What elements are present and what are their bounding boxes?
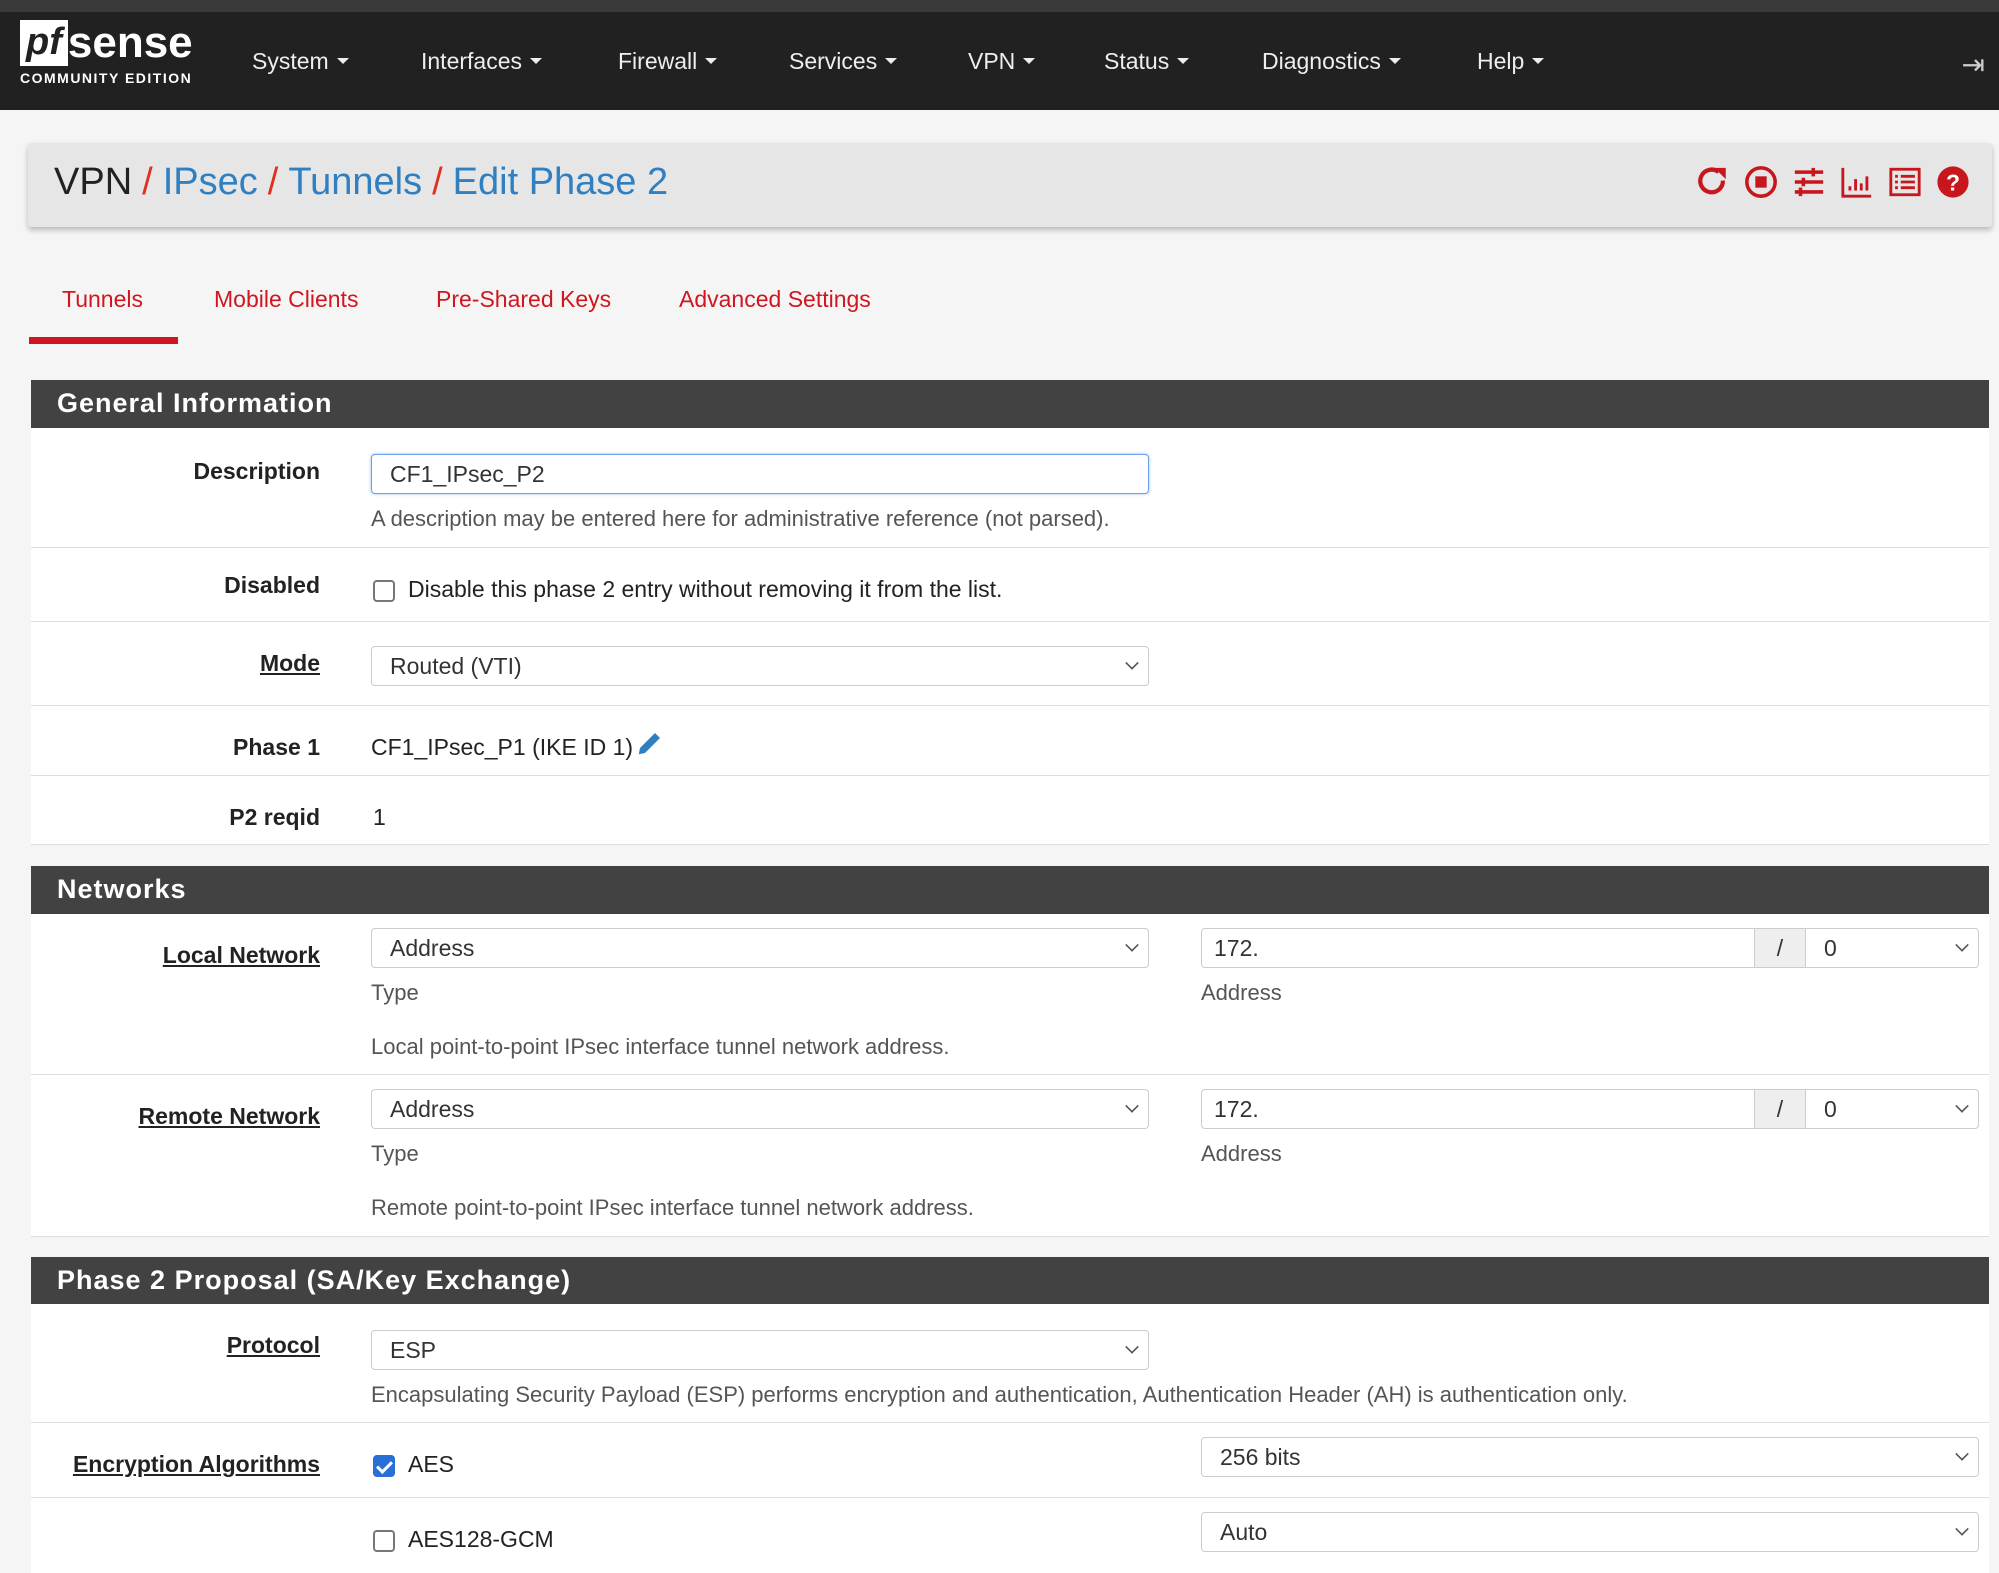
aes128-gcm-checkbox[interactable] (373, 1530, 395, 1552)
local-network-mask-select[interactable]: 0 (1805, 928, 1979, 968)
nav-vpn[interactable]: VPN (968, 12, 1036, 110)
protocol-row: Protocol ESP Encapsulating Security Payl… (31, 1304, 1989, 1423)
encryption-aes128gcm-row: AES128-GCM Auto (31, 1498, 1989, 1573)
window-strip (0, 0, 1999, 12)
local-network-address-input[interactable]: 172. (1201, 928, 1755, 968)
aes128-gcm-keylength-select[interactable]: Auto (1201, 1512, 1979, 1552)
nav-diagnostics[interactable]: Diagnostics (1262, 12, 1401, 110)
chevron-down-icon (1955, 1522, 1969, 1536)
remote-network-mask-select[interactable]: 0 (1805, 1089, 1979, 1129)
aes-keylength-select[interactable]: 256 bits (1201, 1437, 1979, 1477)
p2-reqid-row: P2 reqid 1 (31, 776, 1989, 845)
description-row: Description CF1_IPsec_P2 A description m… (31, 428, 1989, 548)
breadcrumb-tunnels[interactable]: Tunnels (288, 161, 423, 203)
caret-down-icon (1023, 58, 1036, 64)
breadcrumb-bar: VPN / IPsec / Tunnels / Edit Phase 2 ? (28, 143, 1992, 227)
local-network-row: Local Network Address Type 172. / 0 Addr… (31, 914, 1989, 1075)
stop-icon[interactable] (1744, 165, 1778, 199)
nav-status[interactable]: Status (1104, 12, 1190, 110)
svg-text:?: ? (1946, 170, 1960, 196)
protocol-label-link[interactable]: Protocol (226, 1332, 320, 1358)
phase1-row: Phase 1 CF1_IPsec_P1 (IKE ID 1) (31, 706, 1989, 776)
disabled-checkbox[interactable] (373, 580, 395, 602)
tab-tunnels[interactable]: Tunnels (62, 286, 143, 312)
remote-network-type-select[interactable]: Address (371, 1089, 1149, 1129)
encryption-algorithms-label-link[interactable]: Encryption Algorithms (72, 1451, 320, 1477)
mode-select[interactable]: Routed (VTI) (371, 646, 1149, 686)
logout-icon[interactable]: ⇥ (1961, 49, 1985, 80)
nav-interfaces[interactable]: Interfaces (421, 12, 542, 110)
nav-services[interactable]: Services (789, 12, 898, 110)
chart-icon[interactable] (1840, 165, 1874, 199)
settings-sliders-icon[interactable] (1792, 165, 1826, 199)
phase2-proposal-header: Phase 2 Proposal (SA/Key Exchange) (31, 1257, 1989, 1305)
chevron-down-icon (1125, 1340, 1139, 1354)
local-network-type-select[interactable]: Address (371, 928, 1149, 968)
caret-down-icon (530, 58, 542, 64)
networks-header: Networks (31, 866, 1989, 914)
general-information-header: General Information (31, 380, 1989, 428)
active-tab-indicator (29, 337, 178, 344)
mode-label-link[interactable]: Mode (259, 650, 320, 676)
caret-down-icon (1532, 58, 1545, 64)
local-network-label-link[interactable]: Local Network (162, 942, 320, 968)
caret-down-icon (1177, 58, 1190, 64)
nav-firewall[interactable]: Firewall (618, 12, 718, 110)
nav-help[interactable]: Help (1477, 12, 1545, 110)
aes-checkbox[interactable] (373, 1455, 395, 1477)
caret-down-icon (1388, 58, 1401, 64)
breadcrumb-edit-phase2[interactable]: Edit Phase 2 (452, 161, 669, 203)
breadcrumb-ipsec[interactable]: IPsec (162, 161, 258, 203)
chevron-down-icon (1125, 656, 1139, 670)
help-icon[interactable]: ? (1936, 165, 1970, 199)
breadcrumb: VPN / IPsec / Tunnels / Edit Phase 2 (54, 161, 669, 203)
protocol-select[interactable]: ESP (371, 1330, 1149, 1370)
disabled-row: Disabled Disable this phase 2 entry with… (31, 548, 1989, 622)
remote-network-row: Remote Network Address Type 172. / 0 Add… (31, 1075, 1989, 1237)
tab-mobile-clients[interactable]: Mobile Clients (214, 286, 359, 312)
nav-system[interactable]: System (252, 12, 349, 110)
reload-icon[interactable] (1696, 165, 1730, 199)
tab-advanced-settings[interactable]: Advanced Settings (679, 286, 871, 312)
mode-row: Mode Routed (VTI) (31, 622, 1989, 706)
pfsense-logo[interactable]: pf sense COMMUNITY EDITION (20, 18, 193, 86)
caret-down-icon (705, 58, 718, 64)
chevron-down-icon (1955, 1099, 1969, 1113)
list-icon[interactable] (1888, 165, 1922, 199)
encryption-aes-row: Encryption Algorithms AES 256 bits (31, 1423, 1989, 1498)
edit-pencil-icon[interactable] (635, 728, 665, 758)
navbar (0, 12, 1999, 110)
chevron-down-icon (1955, 1447, 1969, 1461)
breadcrumb-vpn: VPN (54, 161, 133, 203)
remote-network-label-link[interactable]: Remote Network (138, 1103, 320, 1129)
remote-network-address-input[interactable]: 172. (1201, 1089, 1755, 1129)
description-input[interactable]: CF1_IPsec_P2 (371, 454, 1149, 494)
caret-down-icon (885, 58, 898, 64)
chevron-down-icon (1955, 938, 1969, 952)
tab-pre-shared-keys[interactable]: Pre-Shared Keys (436, 286, 612, 312)
chevron-down-icon (1125, 938, 1139, 952)
chevron-down-icon (1125, 1099, 1139, 1113)
caret-down-icon (336, 58, 349, 64)
